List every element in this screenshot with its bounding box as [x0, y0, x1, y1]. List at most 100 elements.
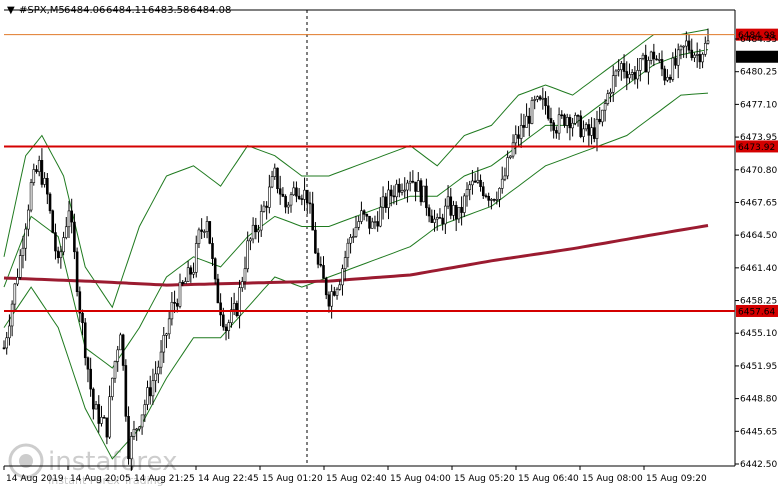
- time-tick-label: 14 Aug 2019: [6, 474, 64, 484]
- candle-body: [83, 322, 87, 359]
- candle: [617, 59, 620, 77]
- candle: [433, 209, 436, 232]
- candle: [373, 215, 377, 230]
- candle-body: [484, 195, 488, 197]
- collapse-triangle-icon[interactable]: ▼: [7, 5, 15, 16]
- candle: [292, 181, 296, 196]
- candle: [357, 215, 361, 231]
- candle: [346, 238, 350, 268]
- candle: [687, 34, 691, 54]
- candle-body: [522, 125, 526, 128]
- candle: [530, 96, 534, 125]
- candle-body: [40, 160, 44, 185]
- candle: [262, 201, 266, 213]
- candle: [157, 360, 160, 384]
- watermark-brand: instaforex: [48, 447, 177, 477]
- candle: [625, 61, 629, 91]
- candle-body: [595, 118, 599, 139]
- candle-body: [414, 181, 417, 192]
- candle-body: [541, 97, 545, 100]
- candle-body: [89, 368, 92, 390]
- candle-body: [167, 318, 171, 335]
- candle-body: [224, 326, 228, 331]
- candle: [10, 300, 14, 337]
- candle-body: [460, 206, 463, 213]
- candle: [533, 95, 537, 110]
- candle: [695, 42, 699, 68]
- candle-body: [148, 387, 152, 397]
- candle-body: [119, 334, 122, 351]
- candle-body: [67, 210, 71, 228]
- candle: [59, 246, 63, 269]
- candle-body: [113, 361, 117, 379]
- level-label: 6473.92: [738, 143, 775, 153]
- candle: [639, 58, 642, 82]
- candle-body: [368, 215, 371, 229]
- candle-body: [351, 236, 355, 238]
- candle-body: [197, 229, 201, 244]
- price-tick-label: 6480.25: [740, 68, 777, 78]
- candle: [419, 178, 423, 206]
- candle-body: [476, 179, 480, 183]
- candle: [303, 177, 306, 211]
- candle-body: [641, 54, 645, 59]
- candle-body: [235, 303, 239, 317]
- candle-body: [406, 182, 409, 191]
- price-tick-label: 6461.40: [740, 264, 777, 274]
- candle: [211, 237, 214, 266]
- candle-body: [698, 54, 702, 63]
- candle-body: [262, 205, 266, 212]
- candle-body: [146, 387, 149, 405]
- candle-body: [687, 40, 691, 51]
- candle: [525, 103, 528, 128]
- candle: [341, 264, 344, 296]
- candle-body: [530, 100, 534, 124]
- candle-body: [297, 195, 301, 199]
- candle: [27, 204, 30, 237]
- candle-body: [498, 188, 501, 200]
- candle-body: [427, 207, 431, 217]
- candle-body: [205, 221, 209, 232]
- candle: [200, 218, 203, 239]
- candle: [192, 262, 195, 279]
- candle: [216, 273, 220, 304]
- candle-body: [473, 180, 477, 183]
- candle: [316, 248, 320, 269]
- candle: [579, 110, 583, 139]
- candle-body: [73, 221, 76, 253]
- candle: [181, 280, 185, 287]
- candle: [698, 48, 702, 70]
- candle: [67, 200, 71, 239]
- candle-body: [389, 189, 393, 197]
- candle-body: [116, 349, 120, 362]
- candle: [140, 414, 144, 435]
- candle: [289, 191, 293, 213]
- candle: [64, 216, 68, 240]
- candle: [381, 186, 385, 220]
- watermark: instaforex Instant Forex Trading: [8, 443, 177, 487]
- candle-body: [487, 196, 490, 201]
- candle-body: [574, 115, 577, 124]
- candle-body: [21, 247, 25, 256]
- candle-body: [609, 91, 612, 94]
- candle: [603, 99, 607, 122]
- candle-body: [270, 176, 274, 188]
- candle: [360, 201, 363, 225]
- candle: [438, 208, 442, 219]
- level-label-box: [736, 304, 778, 317]
- candle: [276, 167, 279, 194]
- candle-body: [690, 49, 694, 58]
- candle: [83, 318, 87, 366]
- candle: [441, 213, 444, 231]
- candle-body: [592, 127, 596, 139]
- symbol-label: #SPX,M5: [19, 5, 65, 16]
- candle: [538, 94, 542, 101]
- candle: [78, 286, 82, 323]
- candle-body: [303, 189, 306, 200]
- price-tick-label: 6445.65: [740, 427, 777, 437]
- candle-body: [265, 205, 268, 208]
- candle-body: [257, 229, 260, 233]
- candle: [571, 117, 574, 137]
- candle-body: [157, 366, 160, 375]
